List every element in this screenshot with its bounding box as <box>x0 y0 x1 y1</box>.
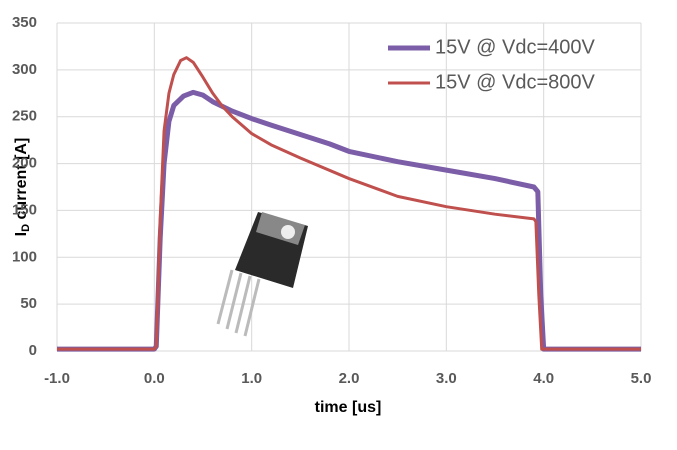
y-tick-label: 150 <box>12 201 37 218</box>
device-image <box>216 212 308 337</box>
y-tick-label: 100 <box>12 248 37 265</box>
x-tick-label: 0.0 <box>144 370 165 387</box>
y-axis-title-sub: D <box>20 224 32 232</box>
x-tick-label: 3.0 <box>436 370 457 387</box>
x-tick-label: 2.0 <box>339 370 360 387</box>
y-axis-title: ID current [A] <box>13 138 32 237</box>
y-tick-label: 50 <box>20 295 37 312</box>
series-line <box>57 56 641 351</box>
x-axis-title: time [us] <box>315 399 382 416</box>
series-line <box>57 89 641 352</box>
y-axis-title-rest: current [A] <box>13 138 30 224</box>
x-tick-label: 1.0 <box>241 370 262 387</box>
x-tick-label: 4.0 <box>533 370 554 387</box>
y-tick-label: 250 <box>12 108 37 125</box>
y-tick-label: 0 <box>29 342 37 359</box>
y-tick-label: 200 <box>12 155 37 172</box>
y-tick-label: 350 <box>12 14 37 31</box>
x-tick-label: 5.0 <box>631 370 652 387</box>
legend-label: 15V @ Vdc=400V <box>435 36 596 58</box>
x-tick-label: -1.0 <box>44 370 70 387</box>
y-axis-title-main: I <box>13 232 30 236</box>
y-tick-label: 300 <box>12 61 37 78</box>
legend-label: 15V @ Vdc=800V <box>435 71 596 93</box>
